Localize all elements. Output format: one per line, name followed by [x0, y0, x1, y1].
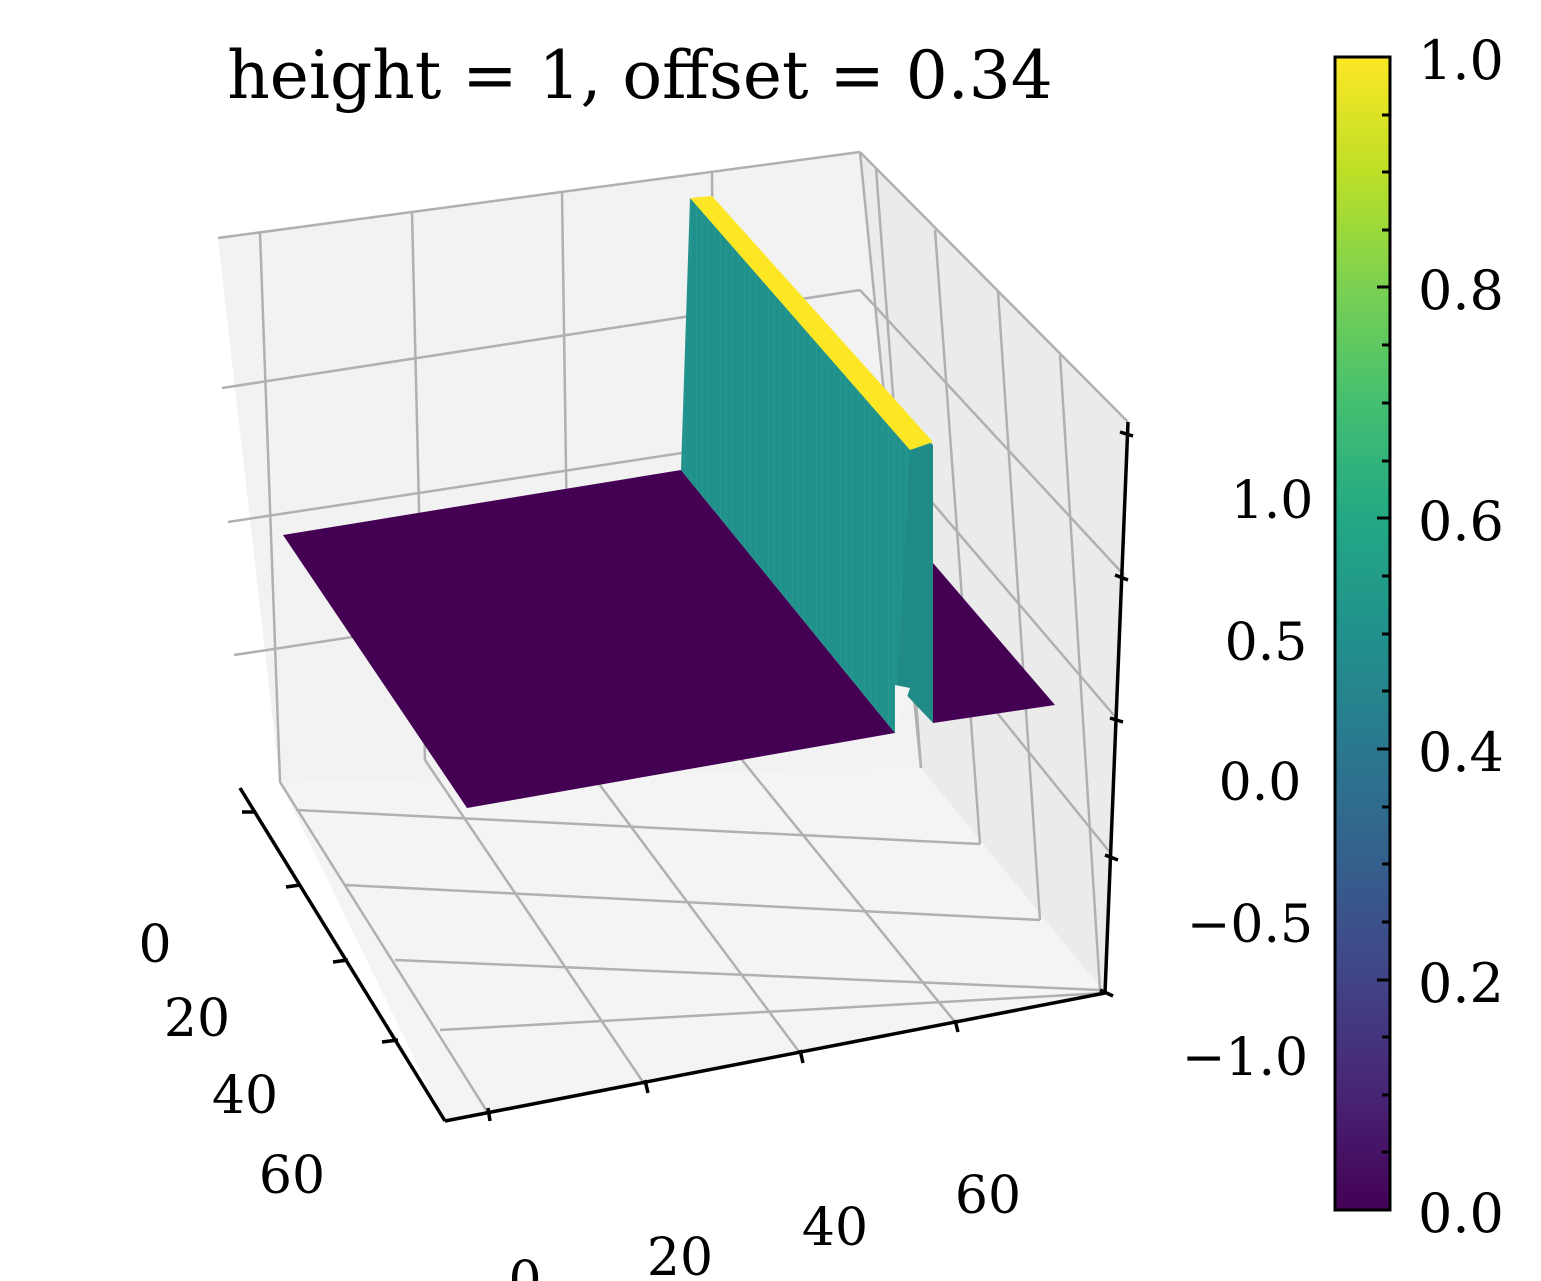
colorbar-tick-label: 0.6	[1418, 490, 1504, 553]
colorbar-tick-label: 0.2	[1418, 952, 1504, 1015]
y-tick	[486, 1107, 492, 1122]
y-tick	[798, 1049, 805, 1064]
surface-ridge-top	[690, 196, 933, 450]
grid-line	[933, 229, 982, 845]
z-tick	[1119, 430, 1134, 438]
x-axis-spine	[238, 787, 447, 1122]
surface-plot	[283, 196, 1055, 808]
tick-marks	[242, 430, 1134, 1122]
x-tick-label: 60	[259, 1146, 325, 1206]
x-tick-label: 20	[164, 989, 230, 1049]
y-tick	[953, 1019, 960, 1033]
colorbar: 0.0 0.2 0.4 0.6 0.8 1.0	[1333, 29, 1504, 1245]
grid-line	[1058, 354, 1102, 991]
chart-title: height = 1, offset = 0.34	[227, 37, 1052, 114]
x-tick-label: 40	[212, 1066, 278, 1126]
y-tick	[643, 1079, 650, 1094]
z-tick-label: 0.0	[1219, 753, 1302, 813]
x-tick	[332, 958, 349, 964]
y-tick-label: 60	[955, 1166, 1021, 1226]
pane-edge	[217, 150, 861, 240]
colorbar-ticks	[1377, 55, 1390, 1212]
surface-wall-front	[895, 445, 933, 733]
z-tick	[1109, 716, 1124, 724]
y-tick-labels: 0 20 40 60	[508, 1166, 1021, 1281]
z-tick	[1114, 573, 1129, 582]
z-tick	[1104, 853, 1119, 862]
z-tick-labels: −1.0 −0.5 0.0 0.5 1.0	[1182, 471, 1313, 1088]
z-axis-spine	[1103, 421, 1130, 994]
grid-line	[394, 958, 1101, 992]
pane-edge	[859, 151, 1129, 423]
colorbar-gradient	[1333, 55, 1392, 1212]
grid-line	[258, 232, 282, 783]
z-tick-label: −1.0	[1182, 1028, 1308, 1088]
grid-line	[278, 781, 490, 1114]
colorbar-tick-label: 0.4	[1418, 721, 1504, 784]
grid-line	[423, 759, 647, 1086]
colorbar-tick-label: 1.0	[1418, 29, 1504, 92]
colorbar-tick-label: 0.8	[1418, 259, 1504, 322]
grid-line	[568, 744, 802, 1054]
colorbar-tick-labels: 0.0 0.2 0.4 0.6 0.8 1.0	[1418, 29, 1504, 1245]
z-tick	[1099, 988, 1114, 998]
surface-base-left	[283, 470, 895, 808]
z-tick-label: 1.0	[1231, 471, 1314, 531]
x-tick	[285, 883, 301, 889]
x-tick-label: 0	[138, 915, 171, 975]
y-tick-label: 0	[508, 1251, 541, 1281]
x-tick	[381, 1038, 399, 1044]
y-axis-spine	[444, 991, 1106, 1123]
y-tick-label: 40	[802, 1198, 868, 1258]
colorbar-tick-label: 0.0	[1418, 1182, 1504, 1245]
grid-line	[295, 808, 981, 846]
x-tick-labels: 0 20 40 60	[138, 915, 325, 1206]
surface-base-right	[933, 563, 1055, 723]
z-tick-label: −0.5	[1187, 895, 1313, 955]
grid-line	[439, 991, 1106, 1032]
grid-line	[715, 727, 956, 1023]
surface-notch	[895, 685, 910, 733]
z-tick-label: 0.5	[1225, 613, 1308, 673]
grid-line	[344, 883, 1041, 922]
axis-spines	[238, 421, 1130, 1123]
surface-wall-back	[681, 198, 933, 733]
grid-line	[859, 289, 1125, 576]
y-tick-label: 20	[647, 1228, 713, 1281]
